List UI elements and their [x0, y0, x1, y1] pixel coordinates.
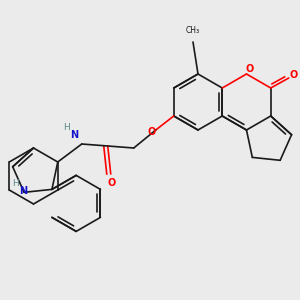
Text: H: H: [63, 124, 70, 133]
Text: O: O: [148, 127, 156, 137]
Text: O: O: [290, 70, 298, 80]
Text: H: H: [12, 179, 19, 188]
Text: N: N: [70, 130, 78, 140]
Text: O: O: [245, 64, 253, 74]
Text: O: O: [108, 178, 116, 188]
Text: N: N: [19, 186, 27, 196]
Text: CH₃: CH₃: [186, 26, 200, 35]
